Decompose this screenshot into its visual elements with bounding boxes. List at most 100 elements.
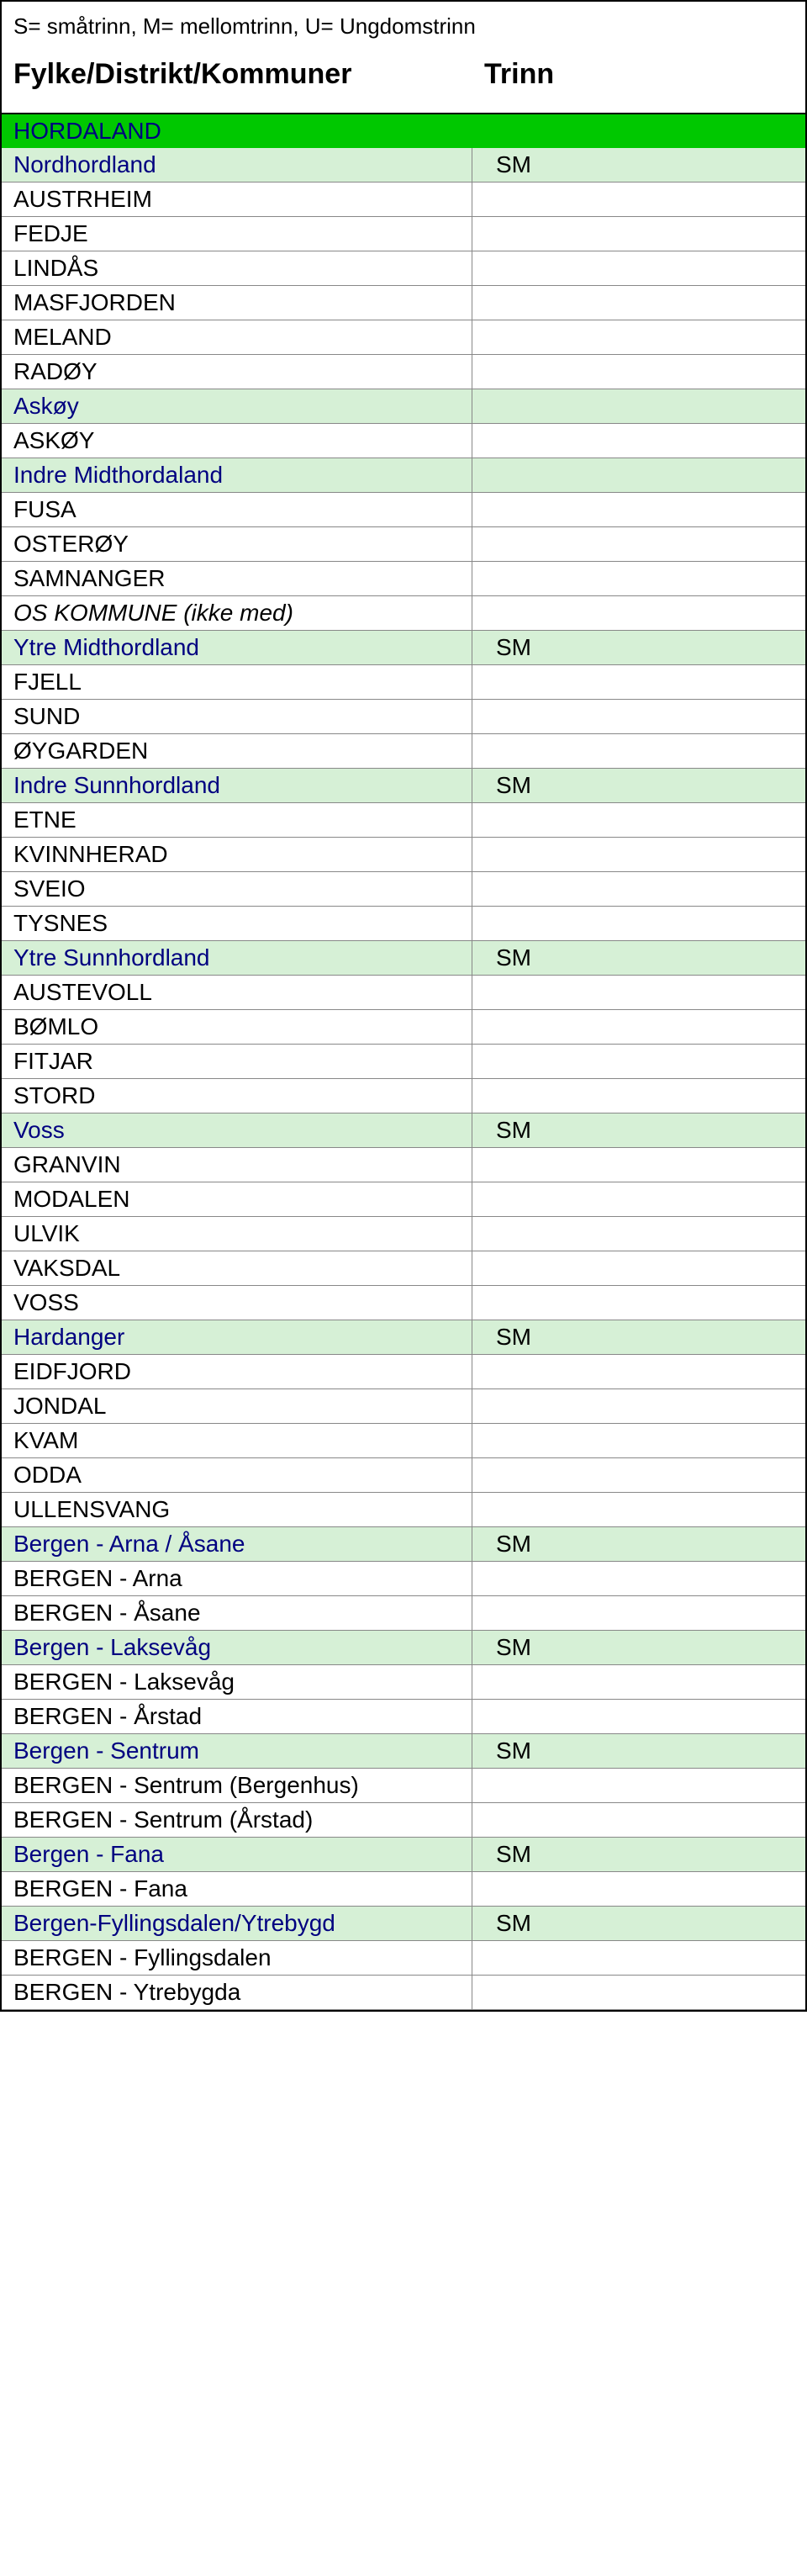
cell-name: AUSTEVOLL (2, 976, 472, 1010)
cell-trinn (472, 1769, 805, 1803)
cell-trinn (472, 803, 805, 838)
cell-trinn (472, 562, 805, 596)
cell-name: Ytre Midthordland (2, 631, 472, 665)
cell-name: OS KOMMUNE (ikke med) (2, 596, 472, 631)
table-row: Bergen - SentrumSM (2, 1734, 805, 1769)
cell-trinn (472, 251, 805, 286)
cell-name: BERGEN - Sentrum (Bergenhus) (2, 1769, 472, 1803)
table-row: SAMNANGER (2, 562, 805, 596)
cell-name: BERGEN - Årstad (2, 1700, 472, 1734)
cell-name: STORD (2, 1079, 472, 1113)
cell-trinn: SM (472, 148, 805, 182)
table-row: JONDAL (2, 1389, 805, 1424)
cell-trinn (472, 1079, 805, 1113)
cell-name: ULLENSVANG (2, 1493, 472, 1527)
cell-trinn (472, 872, 805, 907)
cell-name: SVEIO (2, 872, 472, 907)
cell-name: BERGEN - Sentrum (Årstad) (2, 1803, 472, 1838)
table-row: Bergen - LaksevågSM (2, 1631, 805, 1665)
table-row: VAKSDAL (2, 1251, 805, 1286)
table-row: STORD (2, 1079, 805, 1113)
cell-name: BERGEN - Ytrebygda (2, 1976, 472, 2010)
cell-name: BERGEN - Arna (2, 1562, 472, 1596)
cell-trinn (472, 1596, 805, 1631)
table-row: OSTERØY (2, 527, 805, 562)
table-row: BERGEN - Ytrebygda (2, 1976, 805, 2010)
cell-name: Hardanger (2, 1320, 472, 1355)
cell-name: Indre Sunnhordland (2, 769, 472, 803)
table-row: KVINNHERAD (2, 838, 805, 872)
cell-trinn (472, 1182, 805, 1217)
table-row: BERGEN - Sentrum (Årstad) (2, 1803, 805, 1838)
cell-name: Indre Midthordaland (2, 458, 472, 493)
table-row: TYSNES (2, 907, 805, 941)
cell-name: BØMLO (2, 1010, 472, 1045)
cell-trinn (472, 1803, 805, 1838)
column-headers: Fylke/Distrikt/Kommuner Trinn (13, 58, 794, 91)
cell-trinn: SM (472, 941, 805, 976)
table-row: BERGEN - Åsane (2, 1596, 805, 1631)
cell-trinn (472, 1976, 805, 2010)
table-row: SUND (2, 700, 805, 734)
cell-trinn (472, 389, 805, 424)
cell-name: Bergen - Laksevåg (2, 1631, 472, 1665)
table-row: AUSTEVOLL (2, 976, 805, 1010)
cell-trinn (472, 1355, 805, 1389)
cell-trinn (472, 114, 805, 148)
cell-name: VAKSDAL (2, 1251, 472, 1286)
cell-name: MASFJORDEN (2, 286, 472, 320)
table-row: BERGEN - Fyllingsdalen (2, 1941, 805, 1976)
cell-trinn (472, 1286, 805, 1320)
table-row: Indre SunnhordlandSM (2, 769, 805, 803)
cell-name: HORDALAND (2, 114, 472, 148)
cell-trinn: SM (472, 769, 805, 803)
cell-name: MELAND (2, 320, 472, 355)
cell-trinn (472, 1148, 805, 1182)
table-row: KVAM (2, 1424, 805, 1458)
table-container: S= småtrinn, M= mellomtrinn, U= Ungdomst… (0, 0, 807, 2012)
table-row: VOSS (2, 1286, 805, 1320)
cell-name: Voss (2, 1113, 472, 1148)
table-row: SVEIO (2, 872, 805, 907)
cell-name: SAMNANGER (2, 562, 472, 596)
cell-trinn: SM (472, 1320, 805, 1355)
cell-trinn (472, 734, 805, 769)
table-row: BØMLO (2, 1010, 805, 1045)
cell-trinn: SM (472, 1527, 805, 1562)
cell-trinn (472, 1941, 805, 1976)
cell-name: Nordhordland (2, 148, 472, 182)
cell-trinn (472, 493, 805, 527)
table-row: GRANVIN (2, 1148, 805, 1182)
table-row: OS KOMMUNE (ikke med) (2, 596, 805, 631)
table-row: ETNE (2, 803, 805, 838)
cell-trinn: SM (472, 631, 805, 665)
cell-trinn (472, 527, 805, 562)
cell-name: JONDAL (2, 1389, 472, 1424)
cell-trinn (472, 286, 805, 320)
table-row: FITJAR (2, 1045, 805, 1079)
cell-trinn (472, 976, 805, 1010)
cell-name: ØYGARDEN (2, 734, 472, 769)
table-row: ASKØY (2, 424, 805, 458)
header-right: Trinn (484, 58, 794, 91)
table-row: Ytre MidthordlandSM (2, 631, 805, 665)
table-row: BERGEN - Arna (2, 1562, 805, 1596)
cell-name: SUND (2, 700, 472, 734)
table-row: VossSM (2, 1113, 805, 1148)
table-row: Indre Midthordaland (2, 458, 805, 493)
cell-name: RADØY (2, 355, 472, 389)
table-row: FEDJE (2, 217, 805, 251)
cell-trinn (472, 217, 805, 251)
table-row: RADØY (2, 355, 805, 389)
cell-name: Askøy (2, 389, 472, 424)
table-row: MASFJORDEN (2, 286, 805, 320)
cell-trinn (472, 320, 805, 355)
cell-name: FEDJE (2, 217, 472, 251)
cell-name: Bergen-Fyllingsdalen/Ytrebygd (2, 1907, 472, 1941)
table-row: Ytre SunnhordlandSM (2, 941, 805, 976)
cell-name: VOSS (2, 1286, 472, 1320)
cell-name: FUSA (2, 493, 472, 527)
cell-trinn (472, 665, 805, 700)
cell-name: KVINNHERAD (2, 838, 472, 872)
cell-trinn (472, 1700, 805, 1734)
